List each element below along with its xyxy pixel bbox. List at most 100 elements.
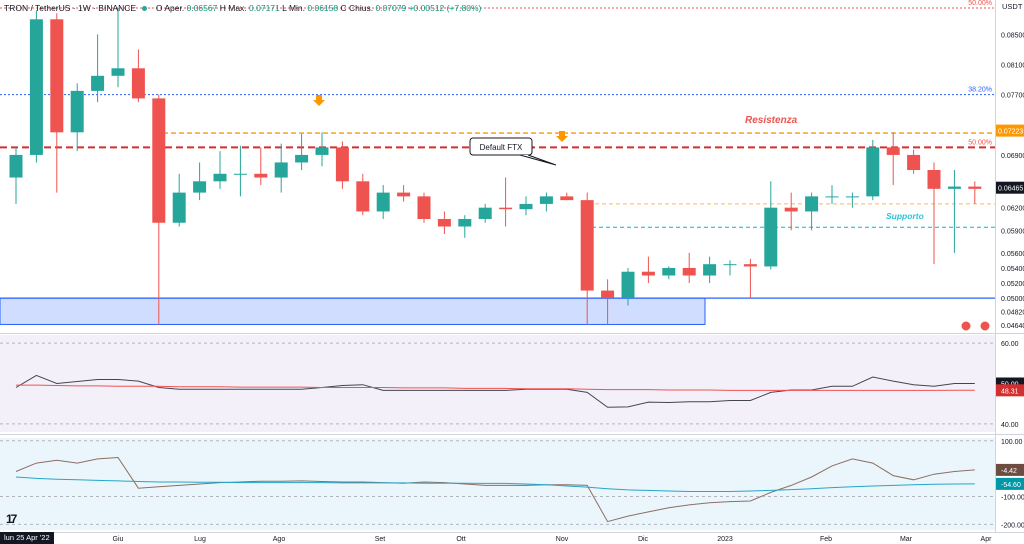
candle [601, 279, 615, 325]
event-flag-icon [979, 320, 991, 332]
candle-body [499, 207, 513, 210]
tradingview-logo-icon[interactable]: 17 [6, 512, 17, 526]
candle [560, 192, 574, 201]
candle [50, 13, 64, 193]
indicator-tag-bg [996, 477, 1024, 490]
candle [723, 260, 737, 276]
price-tick-label: 0.07700 [1001, 93, 1024, 100]
price-tick-label: 0.05400 [1001, 266, 1024, 273]
candle-body [233, 173, 247, 175]
time-tick-label: Feb [820, 536, 832, 543]
time-tick-label: Ott [456, 536, 465, 543]
candle [784, 192, 798, 231]
candles-layer[interactable] [9, 8, 982, 325]
candle [233, 145, 247, 197]
candle [621, 267, 635, 306]
candle-body [335, 147, 349, 182]
annotations: Resistenza Supporto Default FTX [313, 95, 991, 332]
candle [397, 185, 411, 202]
price-tick-label: 0.05000 [1001, 296, 1024, 303]
indicator-tag-label: 48.31 [1001, 388, 1019, 395]
candle [437, 211, 451, 235]
candle-body [805, 196, 819, 212]
candle [172, 173, 186, 227]
candle-body [886, 147, 900, 155]
time-axis[interactable]: Giu Lug Ago Set Ott Nov Dic 2023 Feb Mar Apr [113, 536, 993, 543]
time-tick-label: Ago [273, 536, 286, 543]
low-text: Min. [288, 3, 305, 13]
down-arrow-icon [556, 131, 568, 142]
candle [315, 132, 329, 167]
candle [254, 147, 268, 186]
first-date-label: lun 25 Apr '22 [0, 532, 54, 544]
candle-body [539, 196, 553, 204]
candle-body [295, 154, 309, 163]
candle-body [662, 267, 676, 276]
candle-body [29, 19, 43, 155]
time-tick-label: Apr [981, 536, 993, 543]
indicator-series-line [15, 456, 975, 523]
candle-body [111, 68, 125, 76]
candle [947, 170, 961, 253]
candle [907, 149, 921, 174]
candle [213, 151, 227, 189]
price-axis[interactable]: USDT 0.08500 0.08100 0.07700 0.06900 0.06200 0… [996, 2, 1024, 529]
candle-body [947, 186, 961, 189]
level-label: 38.20% [968, 87, 992, 94]
time-tick-label: Nov [556, 536, 569, 543]
candle [9, 147, 23, 204]
time-tick-label: Lug [194, 536, 206, 543]
open-label: O [155, 3, 163, 13]
candle [376, 185, 390, 219]
candle-body [478, 207, 492, 219]
candle [111, 8, 125, 88]
candle [825, 185, 839, 204]
candle-body [172, 192, 186, 223]
candle [91, 34, 105, 103]
candle [295, 133, 309, 170]
candle [580, 192, 594, 325]
time-tick-label: 2023 [717, 536, 733, 543]
indicator-tag-bg [996, 463, 1024, 476]
low-label: L [282, 3, 287, 13]
candle-body [356, 181, 370, 212]
candle-body [274, 162, 288, 178]
candle-body [825, 196, 839, 198]
time-tick-label: Giu [113, 536, 124, 543]
candle [519, 196, 533, 216]
candle [927, 162, 941, 265]
candle-body [458, 218, 472, 227]
candle [682, 252, 696, 284]
candle-body [866, 147, 880, 197]
candle [641, 256, 655, 284]
price-tick-label: 0.08500 [1001, 32, 1024, 39]
close-text: Chius. [349, 3, 374, 13]
candle-body [397, 192, 411, 197]
close-value: 0.07079 [375, 3, 407, 13]
price-tag-label: 0.07223 [998, 129, 1023, 136]
chart-header: TRON / TetherUS · 1W · BINANCE O Aper. 0… [4, 3, 481, 13]
candle-body [601, 290, 615, 299]
price-tick-label: 0.04820 [1001, 310, 1024, 317]
candle-body [560, 196, 574, 201]
candle-body [193, 181, 207, 193]
candle [662, 266, 676, 280]
indicator-tick-label: 40.00 [1001, 422, 1019, 429]
level-label: 50.00% [968, 139, 992, 146]
callout-label: Default FTX [480, 143, 523, 152]
candle-body [131, 68, 145, 99]
support-zone [0, 297, 706, 325]
price-tick-label: 0.08100 [1001, 63, 1024, 70]
indicator-tick-label: 100.00 [1001, 439, 1023, 446]
candle-body [621, 271, 635, 299]
candle-body [213, 173, 227, 182]
price-tick-label: 0.04640 [1001, 323, 1024, 330]
candle-body [641, 271, 655, 276]
callout-box [469, 137, 533, 156]
candle-body [70, 90, 84, 133]
candle-body [580, 200, 594, 291]
support-label: Supporto [886, 211, 924, 221]
symbol-title[interactable]: TRON / TetherUS · 1W · BINANCE [4, 3, 137, 13]
candle [968, 181, 982, 204]
